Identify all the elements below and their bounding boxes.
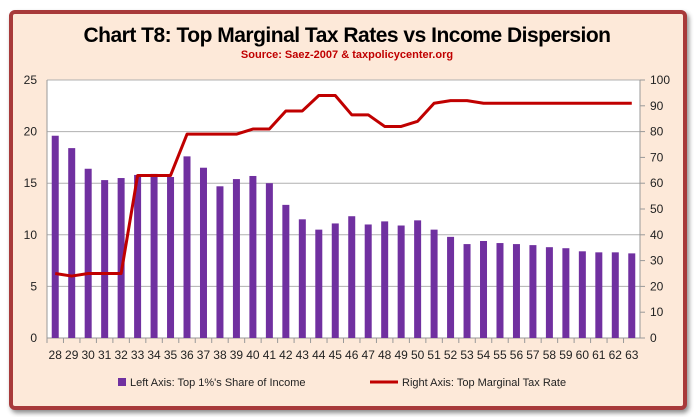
bar xyxy=(628,253,636,338)
bar xyxy=(265,183,273,338)
x-tick-label: 28 xyxy=(49,348,63,362)
bar xyxy=(562,248,570,338)
chart-subtitle: Source: Saez-2007 & taxpolicycenter.org xyxy=(240,49,454,61)
bar xyxy=(101,180,109,338)
bar xyxy=(51,135,59,338)
bar xyxy=(480,240,488,338)
bar xyxy=(512,244,520,338)
right-tick-label: 20 xyxy=(650,279,664,293)
legend-label-line: Right Axis: Top Marginal Tax Rate xyxy=(402,377,566,389)
x-tick-label: 51 xyxy=(427,348,441,362)
right-tick-label: 50 xyxy=(650,202,664,216)
bar xyxy=(529,245,537,338)
left-tick-label: 10 xyxy=(24,228,38,242)
bar xyxy=(348,216,356,338)
bar xyxy=(397,225,405,338)
x-tick-label: 54 xyxy=(477,348,491,362)
x-tick-label: 40 xyxy=(246,348,260,362)
bar xyxy=(315,229,323,338)
x-tick-label: 32 xyxy=(114,348,128,362)
x-tick-label: 47 xyxy=(362,348,376,362)
bar xyxy=(298,219,306,338)
x-tick-label: 45 xyxy=(329,348,343,362)
bar xyxy=(496,243,504,338)
bar xyxy=(150,173,158,338)
bar xyxy=(463,244,471,338)
bar xyxy=(381,221,389,338)
bar xyxy=(545,247,553,338)
tax-rate-line xyxy=(55,93,632,278)
x-tick-label: 44 xyxy=(312,348,326,362)
x-tick-label: 59 xyxy=(559,348,573,362)
x-tick-label: 46 xyxy=(345,348,359,362)
bar xyxy=(430,229,438,338)
x-tick-label: 62 xyxy=(609,348,623,362)
x-tick-label: 38 xyxy=(213,348,227,362)
x-tick-label: 48 xyxy=(378,348,392,362)
legend-label-bar: Left Axis: Top 1%'s Share of Income xyxy=(130,377,306,389)
right-tick-label: 60 xyxy=(650,176,664,190)
bar xyxy=(183,156,191,338)
left-tick-label: 25 xyxy=(24,73,38,87)
x-tick-label: 43 xyxy=(296,348,310,362)
x-tick-label: 63 xyxy=(625,348,639,362)
bar xyxy=(117,178,125,338)
x-tick-label: 33 xyxy=(131,348,145,362)
bar xyxy=(134,174,142,338)
bar xyxy=(249,175,257,338)
x-tick-label: 58 xyxy=(543,348,557,362)
x-tick-label: 42 xyxy=(279,348,293,362)
right-tick-label: 90 xyxy=(650,99,664,113)
x-tick-label: 34 xyxy=(147,348,161,362)
x-tick-label: 50 xyxy=(411,348,425,362)
plot-area xyxy=(47,80,640,338)
bar xyxy=(216,186,224,338)
x-tick-label: 56 xyxy=(510,348,524,362)
x-tick-label: 31 xyxy=(98,348,112,362)
x-tick-label: 55 xyxy=(493,348,507,362)
left-tick-label: 20 xyxy=(24,125,38,139)
right-tick-label: 70 xyxy=(650,150,664,164)
x-tick-label: 57 xyxy=(526,348,540,362)
bar xyxy=(595,252,603,338)
x-tick-label: 36 xyxy=(180,348,194,362)
bar xyxy=(84,168,92,338)
x-tick-label: 30 xyxy=(82,348,96,362)
x-tick-label: 29 xyxy=(65,348,79,362)
x-tick-label: 52 xyxy=(444,348,458,362)
bar xyxy=(167,177,175,338)
left-tick-label: 5 xyxy=(30,279,37,293)
right-tick-label: 30 xyxy=(650,254,664,268)
bar xyxy=(447,236,455,338)
right-tick-label: 0 xyxy=(650,331,657,345)
x-tick-label: 49 xyxy=(394,348,408,362)
bar xyxy=(199,167,207,338)
right-tick-label: 80 xyxy=(650,125,664,139)
bar xyxy=(331,223,339,338)
left-tick-label: 15 xyxy=(24,176,38,190)
x-tick-label: 37 xyxy=(197,348,211,362)
x-tick-label: 53 xyxy=(460,348,474,362)
x-tick-label: 60 xyxy=(576,348,590,362)
chart-title: Chart T8: Top Marginal Tax Rates vs Inco… xyxy=(83,24,611,47)
x-tick-label: 41 xyxy=(263,348,277,362)
right-tick-label: 40 xyxy=(650,228,664,242)
legend-swatch-bar xyxy=(118,378,126,386)
right-tick-label: 10 xyxy=(650,305,664,319)
bar xyxy=(232,179,240,338)
bar xyxy=(364,224,372,338)
bar xyxy=(578,251,586,338)
x-tick-label: 61 xyxy=(592,348,606,362)
left-tick-label: 0 xyxy=(30,331,37,345)
x-tick-label: 39 xyxy=(230,348,244,362)
bar xyxy=(611,252,619,338)
bar xyxy=(414,220,422,338)
x-tick-label: 35 xyxy=(164,348,178,362)
right-tick-label: 100 xyxy=(650,73,670,87)
bar xyxy=(68,148,76,338)
bar xyxy=(282,204,290,338)
